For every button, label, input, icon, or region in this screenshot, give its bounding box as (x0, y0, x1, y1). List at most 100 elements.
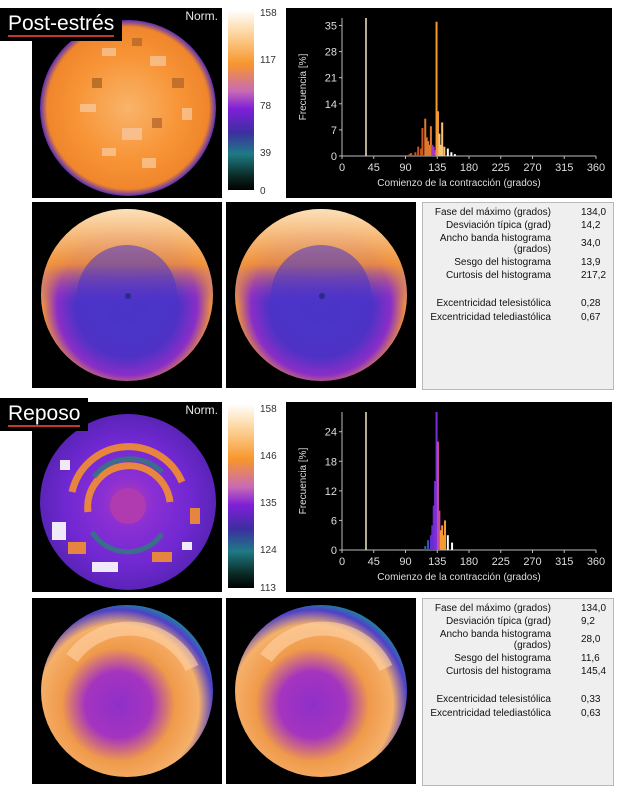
perfusion-polar-map-right (226, 202, 416, 388)
y-tick-label: 7 (331, 125, 337, 137)
stats-row: Excentricidad telesistólica 0,28 (423, 298, 613, 312)
stats-panel: Fase del máximo (grados) 134,0 Desviación… (422, 202, 614, 390)
histogram-bar (453, 154, 456, 156)
section-tag-reposo: Reposo (0, 398, 89, 431)
x-tick-label: 360 (587, 556, 605, 568)
y-tick-label: 0 (331, 545, 337, 557)
histogram-bar (442, 535, 445, 550)
stat-label: Fase del máximo (grados) (434, 603, 551, 614)
histogram-bar (434, 481, 437, 550)
perfusion-polar-map-left (32, 598, 222, 784)
colorbar (228, 10, 254, 190)
stat-label: Excentricidad telesistólica (436, 298, 552, 309)
histogram-bar (429, 535, 432, 550)
stat-label: Curtosis del histograma (445, 666, 551, 677)
colorbar-tick: 0 (260, 186, 266, 197)
stats-row: Sesgo del histograma 11,6 (423, 653, 613, 667)
histogram-bar (436, 111, 439, 156)
phase-histogram: 0 7 14 21 28 35 0 45 90 135 180 225 270 315 360 Comienz… (286, 8, 612, 198)
histogram-bar (439, 144, 442, 156)
x-axis-label: Comienzo de la contracción (grados) (377, 572, 540, 583)
stat-label: Excentricidad telediastólica (430, 708, 551, 719)
colorbar-tick: 117 (260, 55, 276, 66)
histogram-bar (414, 152, 417, 156)
stat-value: 0,28 (581, 298, 601, 309)
norm-label: Norm. (185, 9, 218, 23)
x-tick-label: 360 (587, 162, 605, 174)
histogram-bar (421, 128, 424, 156)
x-tick-label: 45 (368, 556, 380, 568)
histogram-bar (420, 148, 423, 156)
x-tick-label: 180 (460, 162, 478, 174)
stat-value: 34,0 (581, 238, 601, 249)
stat-value: 134,0 (581, 207, 607, 218)
histogram-bar (441, 122, 444, 156)
x-tick-label: 315 (555, 162, 573, 174)
stats-row: Fase del máximo (grados) 134,0 (423, 603, 613, 617)
stats-row-cont: (grados) (423, 640, 613, 654)
histogram-bar (424, 546, 427, 550)
histogram-bar (435, 21, 438, 156)
colorbar-tick: 158 (260, 404, 277, 415)
x-tick-label: 0 (339, 556, 345, 568)
y-tick-label: 24 (325, 427, 337, 439)
stat-value: 0,63 (581, 708, 601, 719)
stat-label: Fase del máximo (grados) (434, 207, 551, 218)
histogram-bar (446, 148, 449, 156)
perfusion-polar-map-right (226, 598, 416, 784)
histogram-bar (438, 133, 441, 156)
x-tick-label: 45 (368, 162, 380, 174)
histogram-bar (424, 118, 427, 156)
stat-label: Ancho banda histograma (439, 233, 551, 244)
stat-label: Desviación típica (grad) (445, 220, 551, 231)
stat-label: Sesgo del histograma (454, 653, 551, 664)
stat-value: 14,2 (581, 220, 601, 231)
colorbar-tick: 158 (260, 8, 277, 19)
stat-value: 11,6 (581, 653, 600, 664)
x-axis-label: Comienzo de la contracción (grados) (377, 178, 540, 189)
stat-label: Excentricidad telesistólica (436, 694, 552, 705)
x-tick-label: 270 (523, 162, 541, 174)
y-tick-label: 28 (325, 47, 337, 59)
stat-value: 134,0 (581, 603, 607, 614)
histogram-bar (451, 542, 454, 550)
stat-label: Excentricidad telediastólica (430, 312, 551, 323)
stat-value: 0,67 (581, 312, 601, 323)
histogram-bar (432, 505, 435, 550)
phase-histogram: 0 6 12 18 24 0 45 90 135 180 225 270 315 360 Comienzo … (286, 402, 612, 592)
stat-value: 13,9 (581, 257, 601, 268)
y-tick-label: 18 (325, 456, 337, 468)
histogram-bar (438, 510, 441, 550)
x-tick-label: 135 (428, 162, 446, 174)
stats-row: Curtosis del histograma 145,4 (423, 666, 613, 680)
histogram-bar (431, 525, 434, 550)
histogram-bar (435, 412, 438, 550)
stats-row: Curtosis del histograma 217,2 (423, 270, 613, 284)
histogram-bar (432, 146, 435, 156)
stat-label: (grados) (513, 244, 551, 255)
histogram-bar (439, 530, 442, 550)
histogram-bar (436, 441, 439, 550)
stats-row: Ancho banda histograma 28,0 (423, 629, 613, 645)
stats-row: Ancho banda histograma 34,0 (423, 233, 613, 249)
histogram-bar (446, 535, 449, 550)
stat-value: 217,2 (581, 270, 607, 281)
histogram-bar (428, 144, 431, 156)
norm-label: Norm. (185, 403, 218, 417)
colorbar-tick: 124 (260, 545, 277, 556)
colorbar (228, 404, 254, 588)
stat-value: 9,2 (581, 616, 595, 627)
phase-polar-map: Norm. (32, 8, 222, 198)
histogram-bar (427, 141, 430, 156)
y-tick-label: 0 (331, 151, 337, 163)
y-tick-label: 35 (325, 20, 337, 32)
colorbar-tick: 113 (260, 583, 276, 594)
histogram-bar (427, 540, 430, 550)
x-tick-label: 225 (492, 556, 510, 568)
phase-polar-map: Norm. (32, 402, 222, 592)
colorbar-tick: 39 (260, 148, 272, 159)
perfusion-polar-map-left (32, 202, 222, 388)
stat-value: 145,4 (581, 666, 607, 677)
x-tick-label: 135 (428, 556, 446, 568)
x-tick-label: 90 (399, 162, 411, 174)
